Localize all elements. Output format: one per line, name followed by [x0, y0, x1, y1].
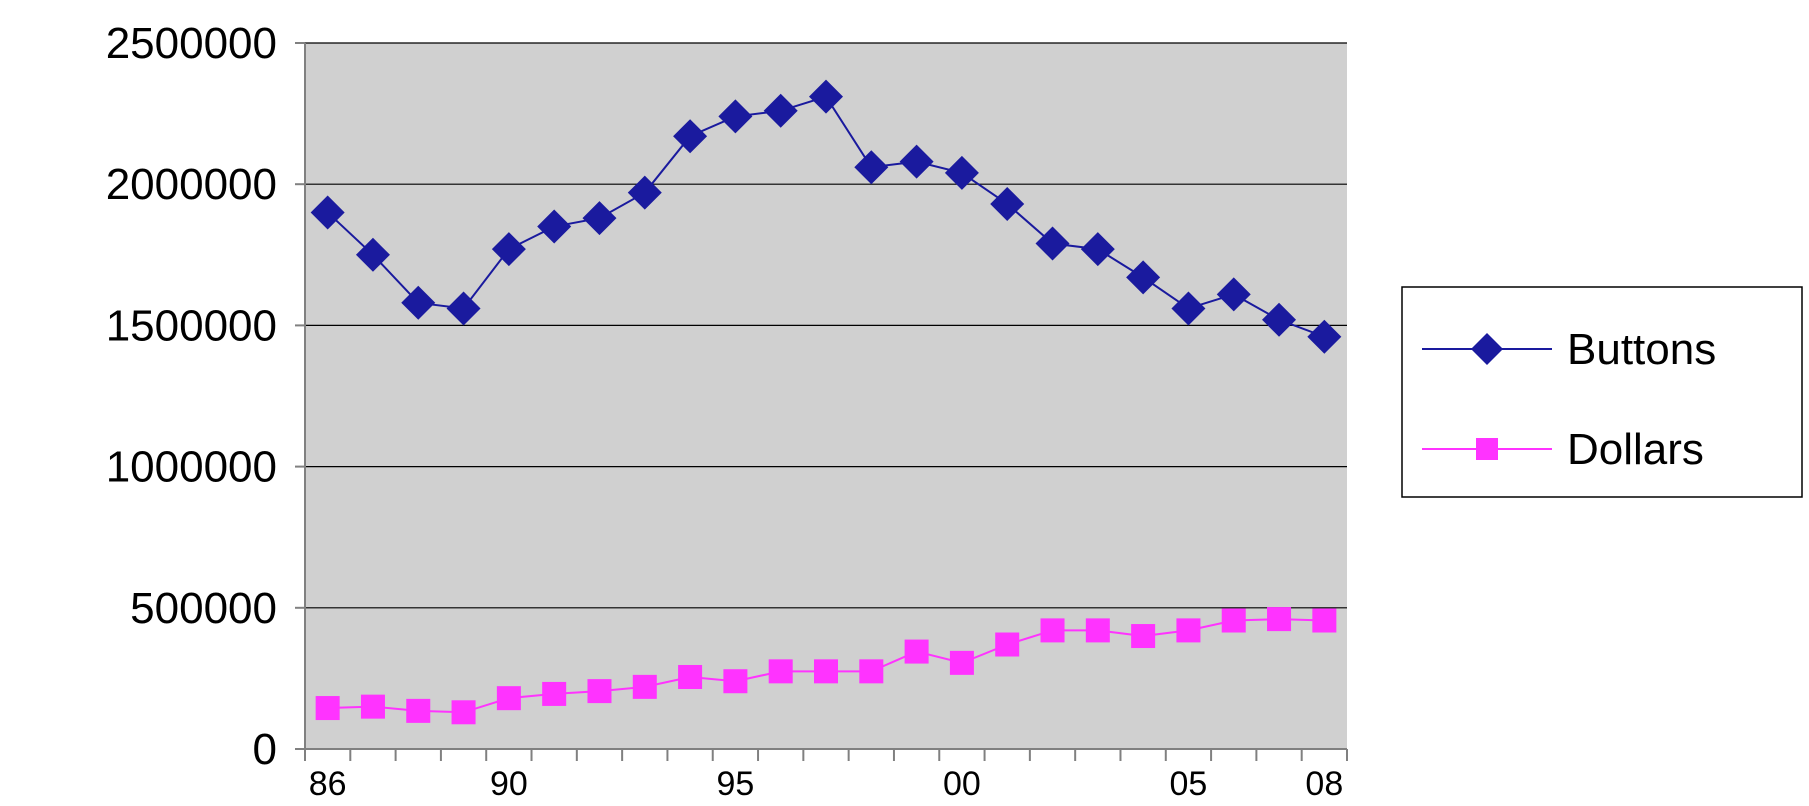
- y-tick-label: 1500000: [106, 301, 277, 350]
- y-axis-tick-labels: 0 500000 1000000 1500000 2000000 2500000: [106, 19, 277, 774]
- data-point: [1307, 319, 1342, 354]
- data-point: [496, 686, 521, 711]
- y-tick-label: 1000000: [106, 443, 277, 492]
- data-point: [1262, 302, 1297, 337]
- data-point: [1216, 277, 1251, 312]
- legend-item-buttons: Buttons: [1422, 325, 1716, 374]
- data-point: [904, 639, 929, 664]
- data-point: [944, 155, 979, 190]
- x-tick-label: 90: [490, 765, 528, 803]
- series-buttons: [310, 79, 1342, 354]
- data-point: [1221, 608, 1246, 633]
- data-point: [854, 150, 889, 185]
- y-tick-label: 500000: [130, 584, 277, 633]
- data-point: [406, 698, 431, 723]
- gridlines: [305, 42, 1347, 609]
- data-point: [537, 209, 572, 244]
- data-point: [587, 679, 612, 704]
- data-point: [1126, 260, 1161, 295]
- x-tick-label: 08: [1305, 765, 1343, 803]
- data-point: [310, 195, 345, 230]
- data-point: [995, 632, 1020, 657]
- data-point: [949, 650, 974, 675]
- series-dollars: [315, 607, 1337, 725]
- x-axis-tick-labels: 86 90 95 00 05 08: [309, 765, 1344, 803]
- data-point: [1312, 608, 1337, 633]
- series-layer: [310, 79, 1342, 725]
- data-point: [355, 237, 390, 272]
- data-point: [491, 232, 526, 267]
- data-point: [446, 291, 481, 326]
- data-point: [401, 285, 436, 320]
- y-tick-label: 0: [253, 725, 277, 774]
- data-point: [859, 659, 884, 684]
- data-point: [814, 659, 838, 684]
- data-point: [809, 79, 843, 114]
- legend-marker: [1476, 438, 1498, 460]
- data-point: [627, 175, 662, 210]
- data-point: [1035, 226, 1070, 261]
- data-point: [315, 696, 340, 721]
- legend-label: Buttons: [1567, 325, 1716, 374]
- data-point: [1176, 618, 1201, 643]
- plot-area: [305, 43, 1347, 749]
- legend-label: Dollars: [1567, 425, 1704, 474]
- data-point: [1131, 624, 1156, 649]
- y-tick-label: 2500000: [106, 19, 277, 68]
- data-point: [673, 119, 708, 154]
- data-point: [678, 664, 703, 689]
- data-point: [451, 700, 476, 725]
- x-tick-label: 95: [716, 765, 754, 803]
- data-point: [360, 694, 385, 719]
- data-point: [542, 681, 567, 706]
- data-point: [763, 93, 798, 128]
- data-point: [718, 99, 753, 134]
- data-point: [723, 669, 748, 694]
- x-tick-label: 86: [309, 765, 347, 803]
- legend: Buttons Dollars: [1401, 286, 1803, 498]
- data-point: [1085, 618, 1110, 643]
- data-point: [1080, 232, 1115, 267]
- x-tick-label: 00: [943, 765, 981, 803]
- data-point: [899, 144, 934, 179]
- legend-item-dollars: Dollars: [1422, 425, 1704, 474]
- data-point: [1040, 618, 1065, 643]
- legend-marker: [1471, 333, 1503, 365]
- axes: [295, 42, 1348, 761]
- data-point: [1171, 291, 1206, 326]
- data-point: [582, 201, 617, 236]
- data-point: [1267, 607, 1292, 632]
- data-point: [768, 659, 793, 684]
- y-tick-label: 2000000: [106, 160, 277, 209]
- data-point: [632, 674, 657, 699]
- legend-box: [1401, 286, 1803, 498]
- data-point: [990, 186, 1025, 221]
- x-tick-label: 05: [1170, 765, 1208, 803]
